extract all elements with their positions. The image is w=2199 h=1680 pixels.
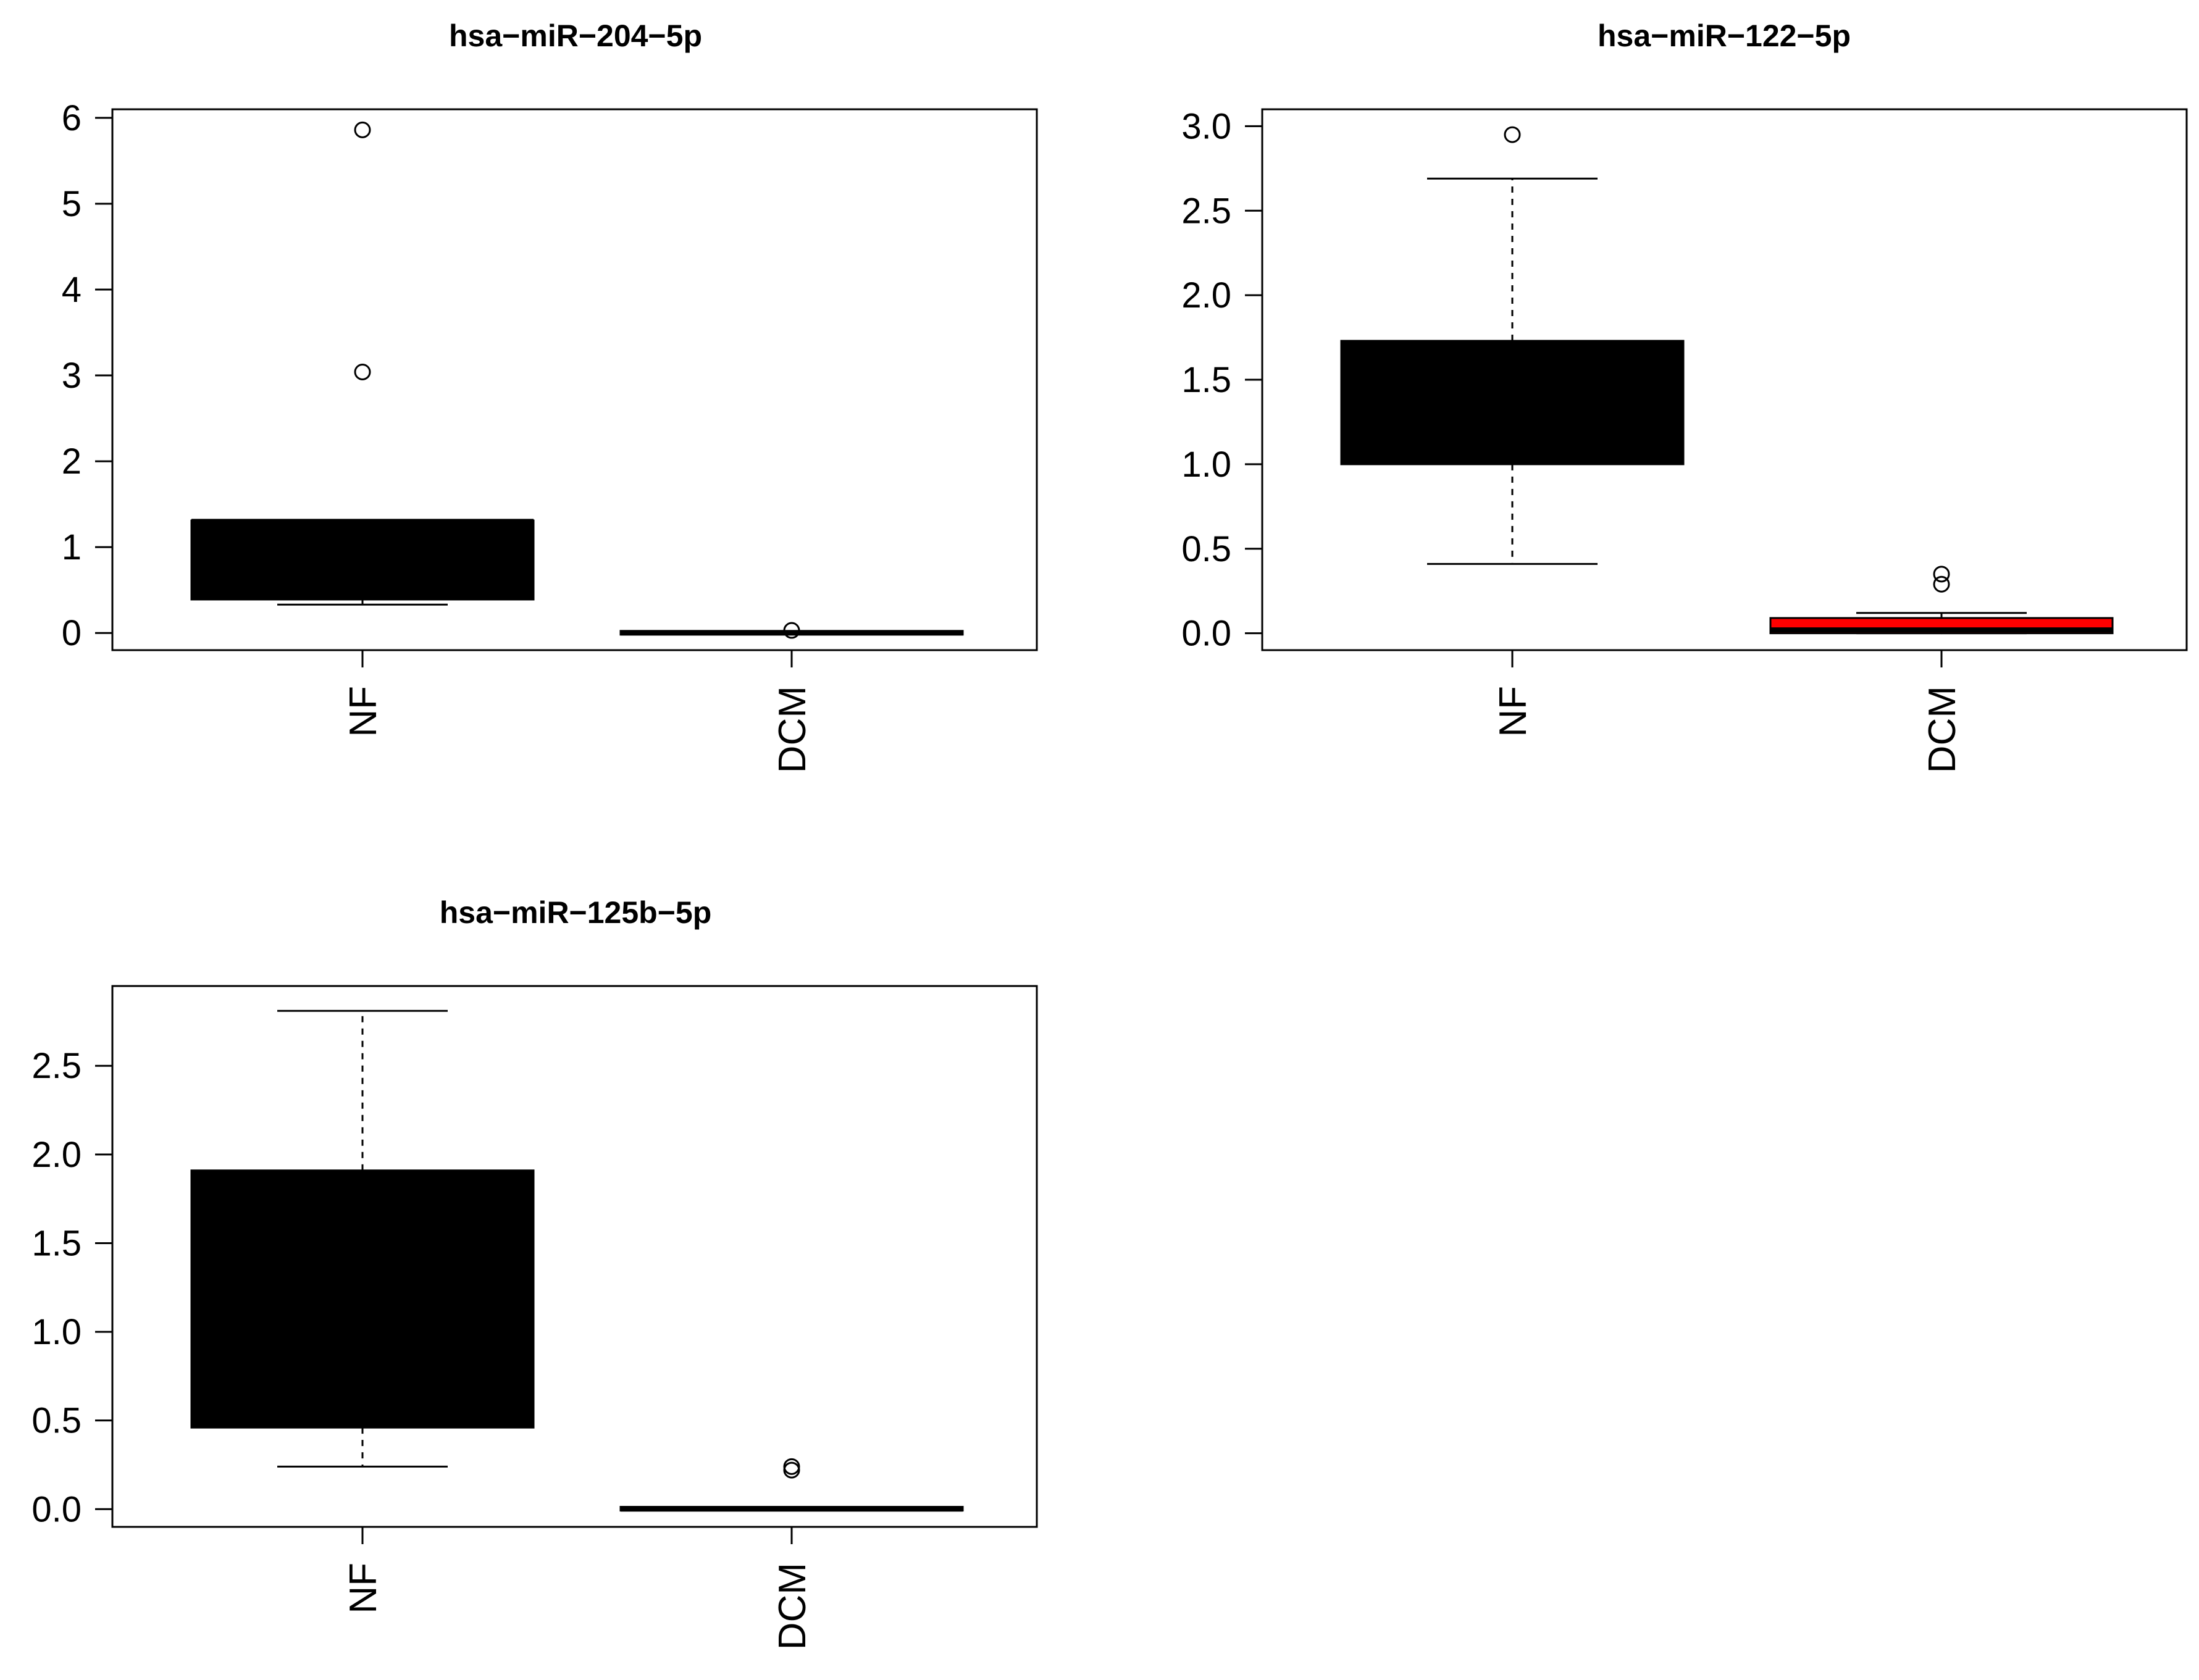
y-tick-label: 4 <box>62 270 82 310</box>
x-tick-label-nf: NF <box>342 1563 385 1614</box>
y-tick-mir-125b-1: 0.5 <box>31 1401 112 1441</box>
box-mir-122-nf <box>1340 126 1685 565</box>
outlier-point <box>1504 126 1521 143</box>
y-axis-mir-125b: 0.0 0.5 1.0 1.5 2.0 2.5 <box>31 1046 112 1529</box>
y-tick-mir-122-2: 1.0 <box>1181 445 1262 485</box>
x-axis-mir-125b: NF DCM <box>342 1527 814 1650</box>
y-tick-mir-204-3: 3 <box>62 356 112 396</box>
outlier-point <box>1933 566 1950 583</box>
panel-mir-122: hsa−miR−122−5p 0.0 0.5 1.0 1.5 2.0 2.5 3… <box>1181 19 2188 773</box>
x-axis-mir-204: NF DCM <box>342 650 814 773</box>
box-mir-125b-dcm <box>619 1458 964 1512</box>
y-tick-mir-122-3: 1.5 <box>1181 360 1262 400</box>
outlier-point <box>783 1458 800 1475</box>
y-tick-label: 3 <box>62 356 82 396</box>
x-tick-mir-122-nf: NF <box>1492 650 1535 737</box>
y-tick-label: 0.5 <box>1181 529 1231 569</box>
boxes-mir-204 <box>190 121 964 639</box>
boxes-mir-125b <box>190 1009 964 1512</box>
y-tick-mir-122-5: 2.5 <box>1181 191 1262 231</box>
y-tick-label: 2.5 <box>1181 191 1231 231</box>
y-tick-mir-204-2: 2 <box>62 441 112 482</box>
y-axis-mir-122: 0.0 0.5 1.0 1.5 2.0 2.5 3.0 <box>1181 106 1262 654</box>
y-tick-label: 1 <box>62 527 82 567</box>
outlier-point <box>354 363 371 380</box>
y-tick-mir-125b-0: 0.0 <box>31 1489 112 1529</box>
x-axis-mir-122: NF DCM <box>1492 650 1964 773</box>
y-tick-label: 2 <box>62 441 82 482</box>
y-tick-label: 0.5 <box>31 1401 82 1441</box>
y-tick-mir-125b-4: 2.0 <box>31 1135 112 1175</box>
y-tick-label: 5 <box>62 184 82 224</box>
y-tick-label: 3.0 <box>1181 106 1231 146</box>
x-tick-label-nf: NF <box>342 686 385 737</box>
panel-title-mir-122: hsa−miR−122−5p <box>1598 19 1851 53</box>
x-tick-label-dcm: DCM <box>771 1563 814 1650</box>
x-tick-mir-125b-nf: NF <box>342 1527 385 1614</box>
y-tick-mir-122-1: 0.5 <box>1181 529 1262 569</box>
outlier-point <box>354 121 371 138</box>
outlier-point <box>1933 575 1950 593</box>
y-tick-label: 0.0 <box>1181 614 1231 654</box>
box-iqr <box>190 519 535 601</box>
y-tick-label: 1.5 <box>1181 360 1231 400</box>
panel-title-mir-125b: hsa−miR−125b−5p <box>440 895 712 930</box>
y-tick-mir-204-0: 0 <box>62 613 112 653</box>
y-tick-label: 1.5 <box>31 1223 82 1263</box>
y-tick-mir-125b-5: 2.5 <box>31 1046 112 1086</box>
y-tick-mir-122-6: 3.0 <box>1181 106 1262 146</box>
outlier-point <box>783 622 800 639</box>
y-tick-label: 2.0 <box>31 1135 82 1175</box>
box-mir-204-dcm <box>619 622 964 639</box>
y-tick-label: 2.5 <box>31 1046 82 1086</box>
y-tick-label: 0 <box>62 613 82 653</box>
y-tick-mir-125b-2: 1.0 <box>31 1312 112 1352</box>
x-tick-label-dcm: DCM <box>1921 686 1964 773</box>
y-tick-label: 0.0 <box>31 1489 82 1529</box>
y-tick-mir-122-4: 2.0 <box>1181 275 1262 316</box>
y-tick-label: 1.0 <box>1181 445 1231 485</box>
y-tick-mir-204-5: 5 <box>62 184 112 224</box>
panel-mir-204: hsa−miR−204−5p 0 1 2 3 4 5 6 NF DCM <box>62 19 1038 773</box>
outlier-point <box>783 1461 800 1479</box>
y-tick-mir-204-1: 1 <box>62 527 112 567</box>
box-iqr <box>190 1169 535 1429</box>
x-tick-label-nf: NF <box>1492 686 1535 737</box>
box-mir-204-nf <box>190 121 535 606</box>
x-tick-mir-204-nf: NF <box>342 650 385 737</box>
y-tick-mir-125b-3: 1.5 <box>31 1223 112 1263</box>
y-tick-label: 1.0 <box>31 1312 82 1352</box>
x-tick-mir-122-dcm: DCM <box>1921 650 1964 773</box>
box-mir-122-dcm <box>1769 566 2114 635</box>
y-tick-mir-204-6: 6 <box>62 98 112 138</box>
panel-title-mir-204: hsa−miR−204−5p <box>449 19 702 53</box>
y-tick-label: 2.0 <box>1181 275 1231 316</box>
box-iqr <box>1340 340 1685 466</box>
x-tick-label-dcm: DCM <box>771 686 814 773</box>
x-tick-mir-204-dcm: DCM <box>771 650 814 773</box>
panel-mir-125b: hsa−miR−125b−5p 0.0 0.5 1.0 1.5 2.0 2.5 … <box>31 895 1038 1650</box>
y-tick-label: 6 <box>62 98 82 138</box>
x-tick-mir-125b-dcm: DCM <box>771 1527 814 1650</box>
y-tick-mir-122-0: 0.0 <box>1181 614 1262 654</box>
box-mir-125b-nf <box>190 1009 535 1468</box>
y-tick-mir-204-4: 4 <box>62 270 112 310</box>
y-axis-mir-204: 0 1 2 3 4 5 6 <box>62 98 112 653</box>
boxes-mir-122 <box>1340 126 2114 635</box>
